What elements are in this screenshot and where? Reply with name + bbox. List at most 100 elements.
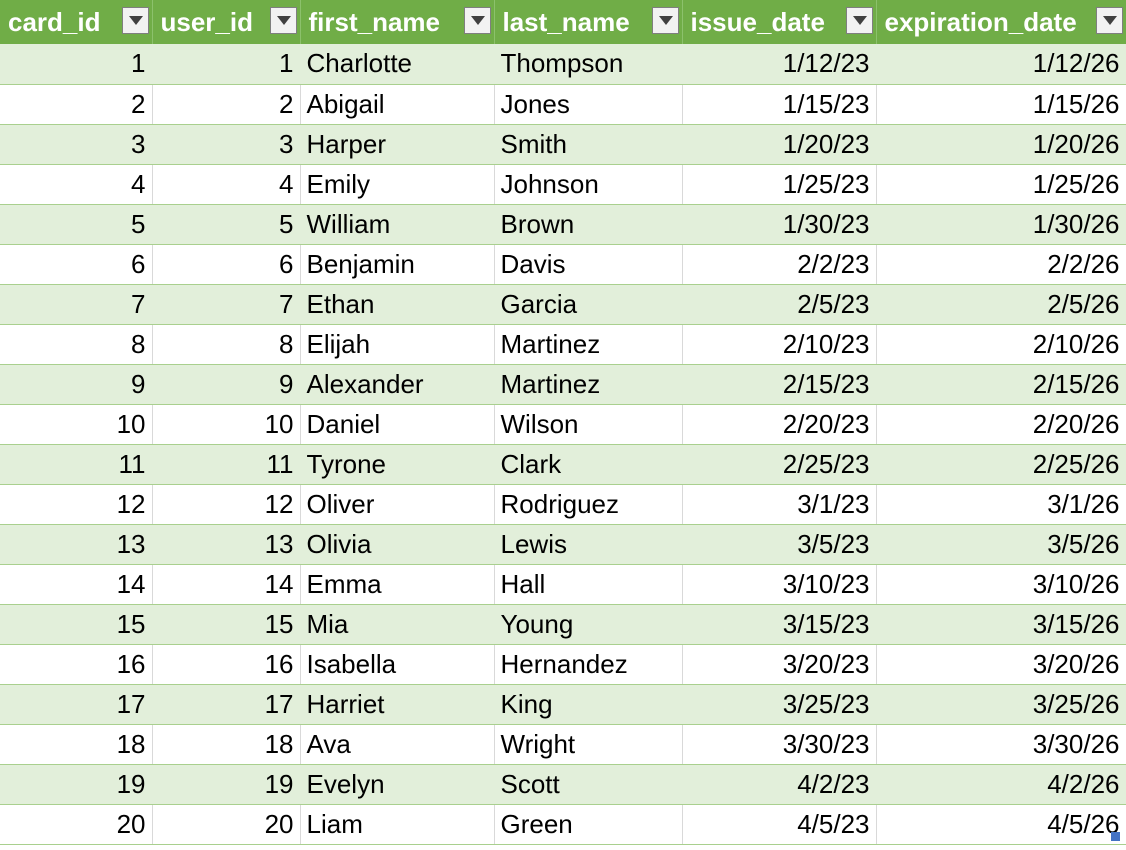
cell-last-name[interactable]: Rodriguez	[494, 484, 683, 525]
cell-issue-date[interactable]: 3/5/23	[682, 524, 877, 565]
cell-user-id[interactable]: 18	[152, 724, 301, 765]
cell-first-name[interactable]: Liam	[300, 804, 495, 845]
cell-expiration-date[interactable]: 2/5/26	[876, 284, 1126, 325]
cell-last-name[interactable]: Davis	[494, 244, 683, 285]
table-row[interactable]: 3 3 Harper Smith 1/20/23 1/20/26	[0, 124, 1126, 165]
cell-last-name[interactable]: Hall	[494, 564, 683, 605]
filter-dropdown-button[interactable]	[1095, 7, 1123, 34]
filter-dropdown-button[interactable]	[269, 7, 297, 34]
column-header-user-id[interactable]: user_id	[152, 0, 301, 44]
column-header-first-name[interactable]: first_name	[300, 0, 495, 44]
table-row[interactable]: 4 4 Emily Johnson 1/25/23 1/25/26	[0, 164, 1126, 205]
cell-expiration-date[interactable]: 4/5/26	[876, 804, 1126, 845]
cell-expiration-date[interactable]: 3/30/26	[876, 724, 1126, 765]
cell-issue-date[interactable]: 4/2/23	[682, 764, 877, 805]
cell-card-id[interactable]: 1	[0, 44, 153, 85]
cell-issue-date[interactable]: 2/5/23	[682, 284, 877, 325]
cell-card-id[interactable]: 3	[0, 124, 153, 165]
table-row[interactable]: 13 13 Olivia Lewis 3/5/23 3/5/26	[0, 524, 1126, 565]
cell-issue-date[interactable]: 4/5/23	[682, 804, 877, 845]
cell-card-id[interactable]: 11	[0, 444, 153, 485]
cell-last-name[interactable]: Smith	[494, 124, 683, 165]
table-row[interactable]: 18 18 Ava Wright 3/30/23 3/30/26	[0, 724, 1126, 765]
cell-issue-date[interactable]: 2/20/23	[682, 404, 877, 445]
cell-first-name[interactable]: Evelyn	[300, 764, 495, 805]
cell-expiration-date[interactable]: 2/2/26	[876, 244, 1126, 285]
cell-first-name[interactable]: Elijah	[300, 324, 495, 365]
cell-user-id[interactable]: 20	[152, 804, 301, 845]
resize-handle-icon[interactable]	[1111, 832, 1120, 841]
cell-user-id[interactable]: 4	[152, 164, 301, 205]
cell-first-name[interactable]: Ava	[300, 724, 495, 765]
cell-last-name[interactable]: Scott	[494, 764, 683, 805]
cell-last-name[interactable]: Lewis	[494, 524, 683, 565]
cell-last-name[interactable]: Hernandez	[494, 644, 683, 685]
cell-user-id[interactable]: 11	[152, 444, 301, 485]
table-row[interactable]: 15 15 Mia Young 3/15/23 3/15/26	[0, 604, 1126, 645]
table-row[interactable]: 5 5 William Brown 1/30/23 1/30/26	[0, 204, 1126, 245]
cell-user-id[interactable]: 8	[152, 324, 301, 365]
cell-last-name[interactable]: Brown	[494, 204, 683, 245]
cell-card-id[interactable]: 12	[0, 484, 153, 525]
cell-expiration-date[interactable]: 2/25/26	[876, 444, 1126, 485]
cell-issue-date[interactable]: 2/2/23	[682, 244, 877, 285]
cell-issue-date[interactable]: 2/15/23	[682, 364, 877, 405]
cell-user-id[interactable]: 14	[152, 564, 301, 605]
cell-card-id[interactable]: 4	[0, 164, 153, 205]
cell-last-name[interactable]: Young	[494, 604, 683, 645]
cell-card-id[interactable]: 13	[0, 524, 153, 565]
cell-issue-date[interactable]: 1/20/23	[682, 124, 877, 165]
cell-first-name[interactable]: Daniel	[300, 404, 495, 445]
cell-expiration-date[interactable]: 1/30/26	[876, 204, 1126, 245]
cell-first-name[interactable]: Emma	[300, 564, 495, 605]
table-row[interactable]: 1 1 Charlotte Thompson 1/12/23 1/12/26	[0, 44, 1126, 85]
cell-issue-date[interactable]: 1/15/23	[682, 84, 877, 125]
filter-dropdown-button[interactable]	[845, 7, 873, 34]
cell-issue-date[interactable]: 2/25/23	[682, 444, 877, 485]
cell-user-id[interactable]: 13	[152, 524, 301, 565]
cell-last-name[interactable]: Martinez	[494, 364, 683, 405]
cell-issue-date[interactable]: 3/25/23	[682, 684, 877, 725]
cell-last-name[interactable]: King	[494, 684, 683, 725]
cell-card-id[interactable]: 15	[0, 604, 153, 645]
table-row[interactable]: 14 14 Emma Hall 3/10/23 3/10/26	[0, 564, 1126, 605]
column-header-expiration-date[interactable]: expiration_date	[876, 0, 1126, 44]
cell-expiration-date[interactable]: 1/12/26	[876, 44, 1126, 85]
column-header-last-name[interactable]: last_name	[494, 0, 683, 44]
cell-card-id[interactable]: 9	[0, 364, 153, 405]
cell-first-name[interactable]: Mia	[300, 604, 495, 645]
cell-first-name[interactable]: Alexander	[300, 364, 495, 405]
cell-user-id[interactable]: 9	[152, 364, 301, 405]
filter-dropdown-button[interactable]	[651, 7, 679, 34]
cell-card-id[interactable]: 8	[0, 324, 153, 365]
cell-issue-date[interactable]: 3/10/23	[682, 564, 877, 605]
cell-user-id[interactable]: 17	[152, 684, 301, 725]
cell-last-name[interactable]: Wilson	[494, 404, 683, 445]
table-row[interactable]: 8 8 Elijah Martinez 2/10/23 2/10/26	[0, 324, 1126, 365]
cell-expiration-date[interactable]: 3/1/26	[876, 484, 1126, 525]
cell-first-name[interactable]: Charlotte	[300, 44, 495, 85]
cell-card-id[interactable]: 7	[0, 284, 153, 325]
cell-last-name[interactable]: Martinez	[494, 324, 683, 365]
cell-issue-date[interactable]: 3/30/23	[682, 724, 877, 765]
cell-card-id[interactable]: 17	[0, 684, 153, 725]
cell-expiration-date[interactable]: 1/15/26	[876, 84, 1126, 125]
cell-last-name[interactable]: Wright	[494, 724, 683, 765]
cell-card-id[interactable]: 14	[0, 564, 153, 605]
cell-user-id[interactable]: 3	[152, 124, 301, 165]
cell-first-name[interactable]: Isabella	[300, 644, 495, 685]
cell-expiration-date[interactable]: 3/25/26	[876, 684, 1126, 725]
filter-dropdown-button[interactable]	[121, 7, 149, 34]
cell-expiration-date[interactable]: 2/20/26	[876, 404, 1126, 445]
column-header-card-id[interactable]: card_id	[0, 0, 153, 44]
cell-first-name[interactable]: Olivia	[300, 524, 495, 565]
table-row[interactable]: 10 10 Daniel Wilson 2/20/23 2/20/26	[0, 404, 1126, 445]
cell-card-id[interactable]: 20	[0, 804, 153, 845]
cell-user-id[interactable]: 19	[152, 764, 301, 805]
cell-user-id[interactable]: 12	[152, 484, 301, 525]
cell-expiration-date[interactable]: 1/25/26	[876, 164, 1126, 205]
table-row[interactable]: 7 7 Ethan Garcia 2/5/23 2/5/26	[0, 284, 1126, 325]
cell-user-id[interactable]: 5	[152, 204, 301, 245]
cell-expiration-date[interactable]: 3/20/26	[876, 644, 1126, 685]
table-row[interactable]: 12 12 Oliver Rodriguez 3/1/23 3/1/26	[0, 484, 1126, 525]
